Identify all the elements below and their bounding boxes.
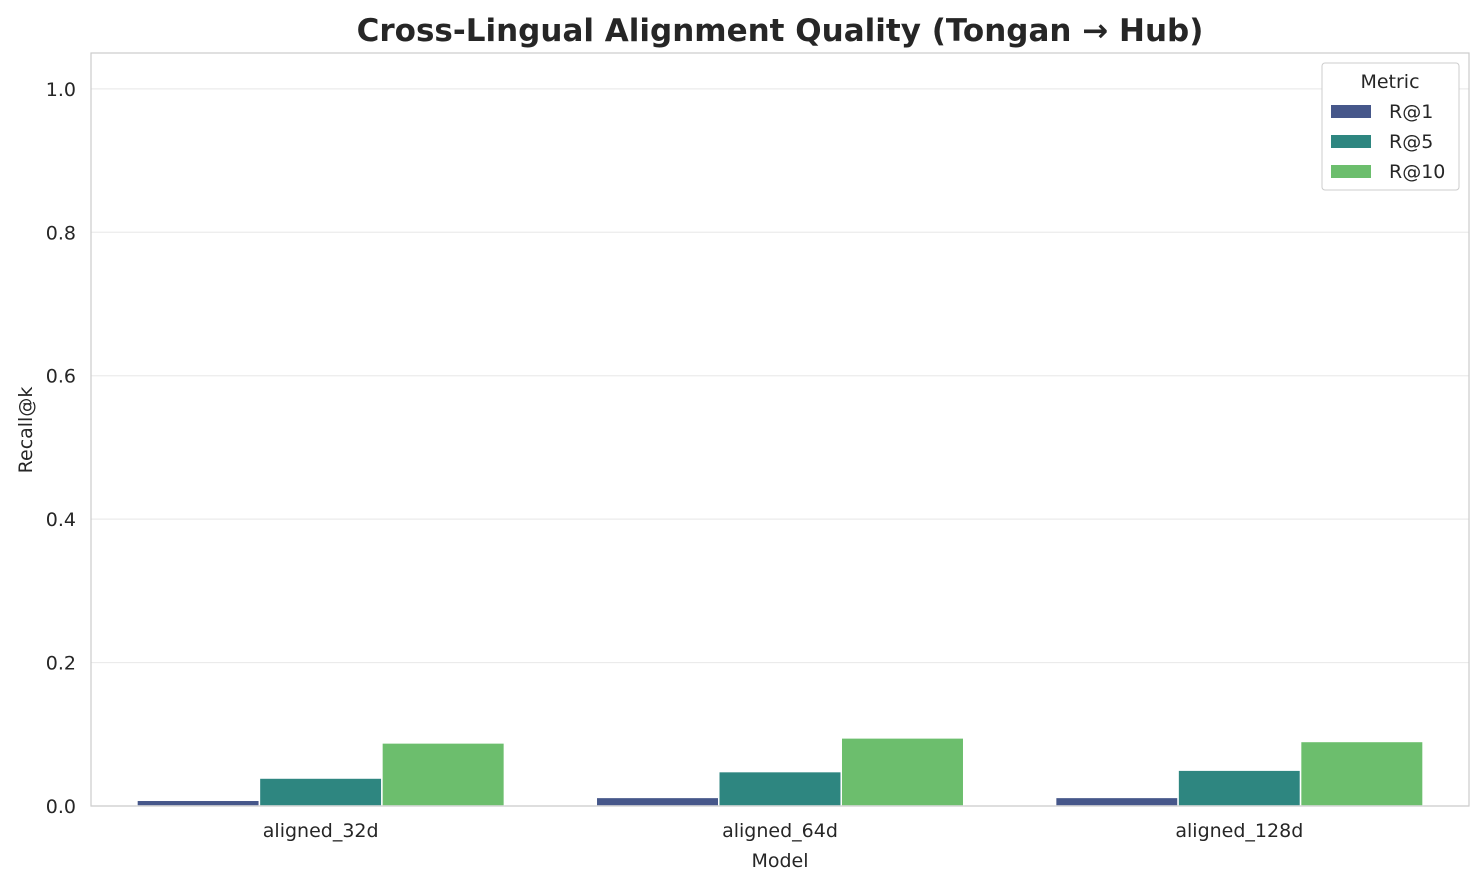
- y-tick-label: 0.8: [46, 222, 76, 244]
- legend-swatch: [1331, 105, 1371, 118]
- y-tick-label: 0.6: [46, 366, 76, 388]
- y-tick-label: 0.2: [46, 653, 76, 675]
- bar-r-at-1-aligned_128d: [1054, 796, 1179, 807]
- x-tick-labels: aligned_32d aligned_64d aligned_128d: [263, 820, 1304, 842]
- bar-r-at-10-aligned_128d: [1299, 740, 1424, 807]
- y-tick-label: 1.0: [46, 79, 76, 101]
- legend-label: R@5: [1389, 131, 1433, 153]
- legend-swatch: [1331, 165, 1371, 178]
- y-tick-labels: 0.0 0.2 0.4 0.6 0.8 1.0: [46, 79, 76, 818]
- y-tick-label: 0.4: [46, 509, 76, 531]
- x-tick-label: aligned_128d: [1175, 820, 1303, 842]
- legend-swatch: [1331, 135, 1371, 148]
- bars: [136, 737, 1424, 807]
- bar-r-at-5-aligned_64d: [718, 770, 842, 807]
- bar-r-at-1-aligned_64d: [595, 796, 720, 807]
- y-tick-label: 0.0: [46, 796, 76, 818]
- legend-box: [1321, 62, 1460, 191]
- legend-title: Metric: [1360, 71, 1419, 93]
- bar-r-at-10-aligned_64d: [840, 737, 965, 807]
- bar-r-at-10-aligned_32d: [381, 742, 506, 807]
- legend-label: R@1: [1389, 101, 1433, 123]
- x-tick-label: aligned_32d: [263, 820, 379, 842]
- legend: Metric R@1 R@5 R@10: [1321, 62, 1460, 191]
- y-axis-label: Recall@k: [15, 387, 37, 474]
- bar-r-at-5-aligned_128d: [1177, 769, 1302, 807]
- legend-label: R@10: [1389, 161, 1445, 183]
- x-axis-label: Model: [751, 850, 808, 872]
- chart-title: Cross-Lingual Alignment Quality (Tongan …: [357, 13, 1204, 49]
- x-tick-label: aligned_64d: [722, 820, 838, 842]
- grid: [91, 88, 1469, 807]
- plot-frame: [90, 52, 1470, 807]
- bar-r-at-1-aligned_32d: [136, 799, 261, 807]
- bar-r-at-5-aligned_32d: [258, 777, 383, 807]
